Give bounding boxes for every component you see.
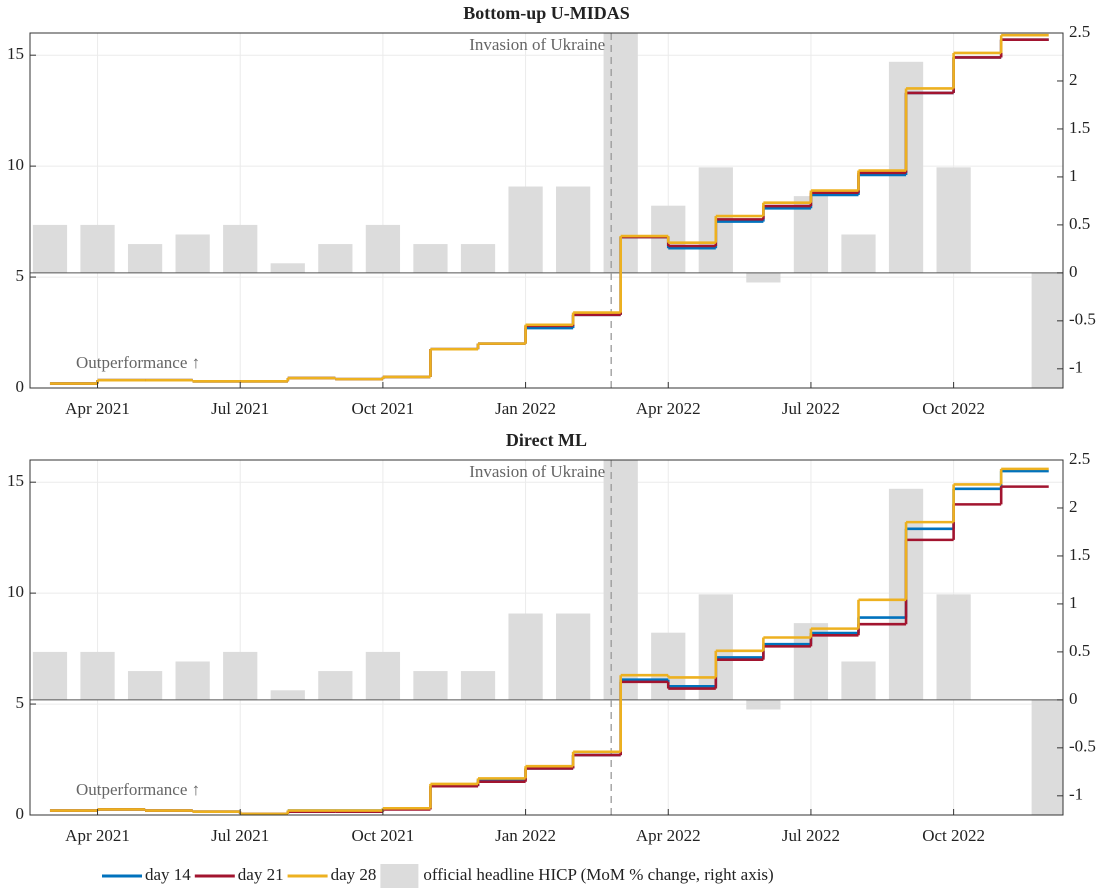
- y-tick-label: 15: [7, 471, 24, 490]
- x-tick-label: Apr 2022: [636, 826, 701, 845]
- x-tick-label: Jul 2022: [782, 399, 840, 418]
- hicp-bar: [127, 671, 163, 700]
- legend-label: day 14: [145, 865, 191, 884]
- x-tick-label: Jul 2021: [211, 826, 269, 845]
- plot-area: [30, 33, 1063, 388]
- x-tick-label: Oct 2021: [351, 826, 414, 845]
- x-tick-label: Oct 2021: [351, 399, 414, 418]
- hicp-bar: [460, 671, 496, 700]
- y2-tick-label: 1.5: [1069, 118, 1090, 137]
- hicp-bar: [508, 613, 543, 700]
- legend-label: day 21: [238, 865, 284, 884]
- hicp-bar: [556, 186, 591, 273]
- x-tick-label: Jul 2021: [211, 399, 269, 418]
- y2-tick-label: 0.5: [1069, 214, 1090, 233]
- axes-box: [29, 32, 1064, 389]
- y2-tick-label: 0: [1069, 262, 1078, 281]
- x-tick-label: Apr 2021: [65, 399, 130, 418]
- hicp-bar: [936, 167, 971, 273]
- hicp-bar: [270, 690, 305, 700]
- x-tick-label: Apr 2021: [65, 826, 130, 845]
- x-tick-label: Jul 2022: [782, 826, 840, 845]
- annotation: Outperformance ↑: [76, 780, 200, 799]
- hicp-bar: [223, 224, 258, 273]
- hicp-bar: [413, 671, 448, 700]
- y2-tick-label: 1: [1069, 593, 1078, 612]
- legend-label: day 28: [331, 865, 377, 884]
- hicp-bar: [80, 224, 115, 273]
- annotation: Outperformance ↑: [76, 353, 200, 372]
- hicp-bar: [413, 244, 448, 273]
- y2-tick-label: 2.5: [1069, 22, 1090, 41]
- hicp-bar: [603, 33, 638, 273]
- hicp-bar: [746, 272, 781, 283]
- y2-tick-label: -1: [1069, 785, 1083, 804]
- y-tick-label: 15: [7, 44, 24, 63]
- hicp-bar: [841, 661, 876, 700]
- hicp-bar: [32, 224, 68, 273]
- hicp-bar: [841, 234, 876, 273]
- x-tick-label: Oct 2022: [922, 826, 985, 845]
- x-tick-label: Jan 2022: [495, 826, 556, 845]
- x-tick-label: Jan 2022: [495, 399, 556, 418]
- y2-tick-label: 0.5: [1069, 641, 1090, 660]
- hicp-bar: [318, 671, 353, 700]
- legend-label: official headline HICP (MoM % change, ri…: [423, 865, 773, 884]
- y2-tick-label: 1: [1069, 166, 1078, 185]
- y2-tick-label: -0.5: [1069, 737, 1096, 756]
- legend-swatch: [380, 864, 419, 888]
- x-tick-label: Apr 2022: [636, 399, 701, 418]
- hicp-bar: [508, 186, 543, 273]
- hicp-bar: [936, 594, 971, 700]
- y2-tick-label: 1.5: [1069, 545, 1090, 564]
- annotation: Invasion of Ukraine: [469, 35, 605, 54]
- chart-title: Bottom-up U-MIDAS: [463, 3, 630, 23]
- hicp-bar: [80, 651, 115, 700]
- y2-tick-label: 0: [1069, 689, 1078, 708]
- hicp-bar: [127, 244, 163, 273]
- chart-title: Direct ML: [506, 430, 587, 450]
- hicp-bar: [365, 224, 401, 273]
- hicp-bar: [270, 263, 305, 273]
- hicp-bar: [318, 244, 353, 273]
- y2-tick-label: -1: [1069, 358, 1083, 377]
- x-tick-label: Oct 2022: [922, 399, 985, 418]
- y2-tick-label: 2: [1069, 497, 1078, 516]
- hicp-bar: [746, 699, 781, 710]
- axes-box: [29, 459, 1064, 816]
- hicp-bar: [603, 460, 638, 700]
- y-tick-label: 10: [7, 155, 24, 174]
- hicp-bar: [460, 244, 496, 273]
- plot-area: [30, 460, 1063, 815]
- hicp-bar: [175, 661, 210, 700]
- y2-tick-label: -0.5: [1069, 310, 1096, 329]
- hicp-bar: [32, 651, 68, 700]
- y-tick-label: 5: [16, 693, 25, 712]
- y-tick-label: 5: [16, 266, 25, 285]
- hicp-bar: [175, 234, 210, 273]
- hicp-bar: [1031, 699, 1063, 815]
- y-tick-label: 0: [16, 804, 25, 823]
- hicp-bar: [1031, 272, 1063, 388]
- y-tick-label: 0: [16, 377, 25, 396]
- hicp-bar: [223, 651, 258, 700]
- hicp-bar: [556, 613, 591, 700]
- y2-tick-label: 2.5: [1069, 449, 1090, 468]
- y2-tick-label: 2: [1069, 70, 1078, 89]
- y-tick-label: 10: [7, 582, 24, 601]
- hicp-bar: [365, 651, 401, 700]
- annotation: Invasion of Ukraine: [469, 462, 605, 481]
